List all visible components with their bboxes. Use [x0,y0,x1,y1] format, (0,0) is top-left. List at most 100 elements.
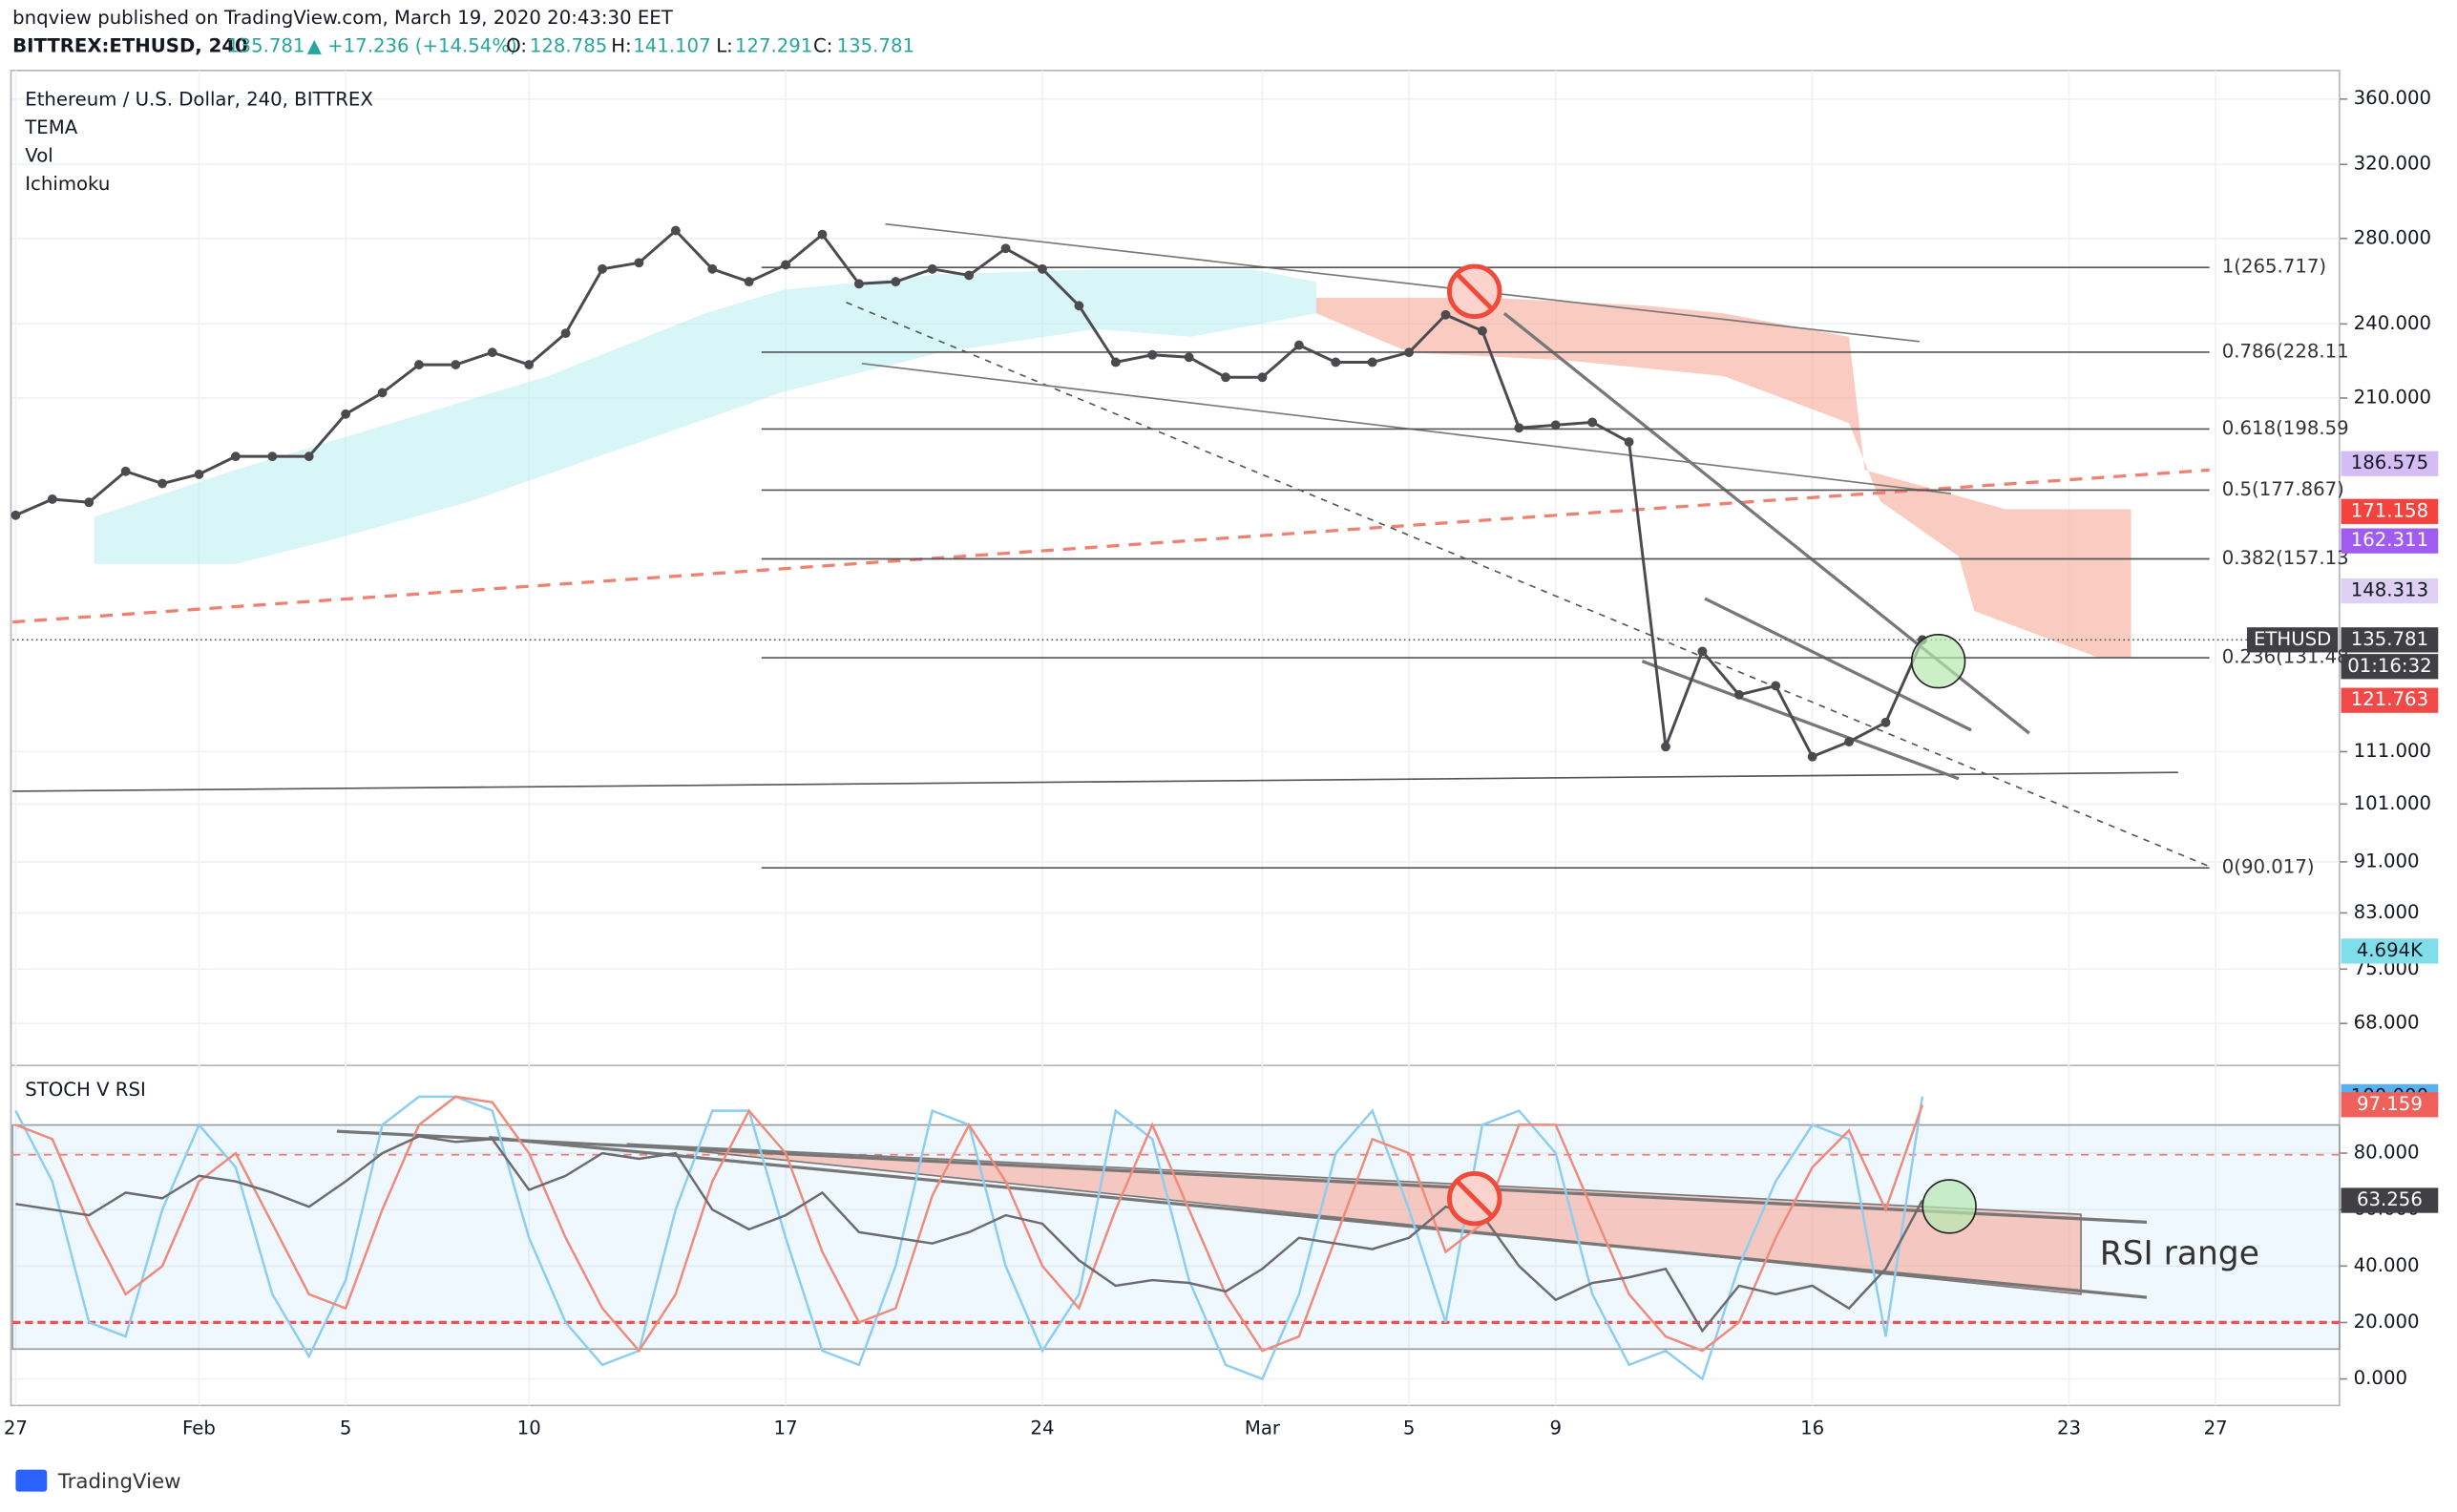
trend-line [846,302,2210,868]
price-dot [634,258,644,268]
price-dot [414,360,424,369]
fib-label: 0.5(177.867) [2222,478,2344,500]
price-dot [1771,681,1781,691]
price-dot [1733,689,1744,700]
price-dot [1110,357,1121,368]
footer: TradingView [57,1470,181,1494]
symbol: BITTREX:ETHUSD, 240 [12,35,248,57]
price-dot [817,229,828,240]
price-tag-label: 148.313 [2351,579,2428,601]
y-tick-label: 0.000 [2354,1367,2407,1389]
countdown: 01:16:32 [2347,655,2431,677]
volume-label: 4.694K [2357,939,2424,961]
price-dot [1807,751,1817,762]
fib-label: 0(90.017) [2222,856,2315,878]
price-dot [451,360,461,369]
plot: 27 Feb 5 10 17 24 Mar 5 9 16 23 27 360.000 320.000 280… [4,87,2439,1439]
series-line [14,1095,1924,1354]
y-tick-label: 68.000 [2354,1012,2420,1034]
trend-line [885,222,1921,343]
y-tick-label: 111.000 [2354,740,2431,762]
price-dot [47,494,57,504]
open: 128.785 [530,35,607,57]
legend-item: Vol [25,145,52,167]
fib-label: 0.618(198.59 [2222,417,2349,439]
y-tick-label: 360.000 [2354,87,2431,109]
price-dot [1661,742,1670,752]
price-dot [853,279,864,289]
price-tag [2341,528,2439,554]
price-dot [744,277,754,287]
price-tag [2341,498,2439,524]
c-label: C: [813,35,832,57]
price-dot [1478,326,1487,336]
price-dot [1880,717,1891,727]
price-dot [304,452,314,462]
price-dot [1293,340,1304,350]
price-tag-label: 171.158 [2351,499,2428,521]
y-tick-label: 320.000 [2354,153,2431,175]
price-dot [1184,352,1194,363]
legend-item: TEMA [24,116,77,138]
y-tick-label: 240.000 [2354,312,2431,334]
last: 135.781 [227,35,304,57]
price-dot [707,263,718,274]
price-dot [1624,437,1634,447]
price-dot [1550,420,1561,430]
price-tag [2341,1092,2439,1118]
price-dot [487,347,497,358]
x-tick-label: 27 [2204,1418,2228,1439]
price-dot [560,328,571,339]
price-dot [781,260,791,270]
price-tag [2341,451,2439,476]
price-tag [2341,687,2439,713]
price-dot [1331,357,1341,368]
price-tag [2341,627,2439,653]
change: ▲ +17.236 (+14.54%) [307,35,517,57]
ichimoku-cloud [1315,297,2132,659]
no-sign [1447,1170,1502,1227]
target-circle [1910,633,1966,689]
y-tick-label: 101.000 [2354,792,2431,814]
ichimoku-cloud [94,269,1316,564]
trend-line [1704,597,1972,732]
price-dot [891,277,901,287]
price-tag [2341,1187,2439,1213]
x-tick-label: 9 [1549,1418,1562,1439]
price-dot [1257,372,1268,383]
price-dot [524,360,535,369]
price-dot [10,510,21,520]
price-tag-label: 186.575 [2351,452,2428,473]
y-tick-label: 20.000 [2354,1311,2420,1333]
price-dot [1844,737,1854,746]
fib-label: 0.382(157.13 [2222,547,2349,569]
no-sign [1447,263,1502,320]
logo [15,1469,48,1492]
price-dot [158,478,167,489]
price-tag-label: 162.311 [2351,529,2428,551]
price-dot [1440,309,1451,320]
legend-item: Ichimoku [25,173,110,195]
price-dot [84,497,94,508]
o-label: O: [506,35,527,57]
volume-tag [2341,938,2439,964]
price-dot [341,409,351,419]
price-dot [1514,423,1524,433]
price-dot [267,452,278,462]
h-label: H: [611,35,631,57]
price-dot [1697,646,1708,657]
grid [12,70,2340,1406]
price-dot [964,270,975,281]
price-dot [1221,372,1230,383]
price-dot [194,470,204,479]
y-tick-label: 210.000 [2354,386,2431,408]
price-dot [120,466,131,476]
price-tag-label: 63.256 [2357,1188,2423,1210]
y-tick-label: 91.000 [2354,850,2420,872]
trend-line [336,1129,2148,1224]
price-dot [1587,417,1598,428]
price-dot [1404,347,1415,358]
x-tick-label: Feb [182,1418,216,1439]
